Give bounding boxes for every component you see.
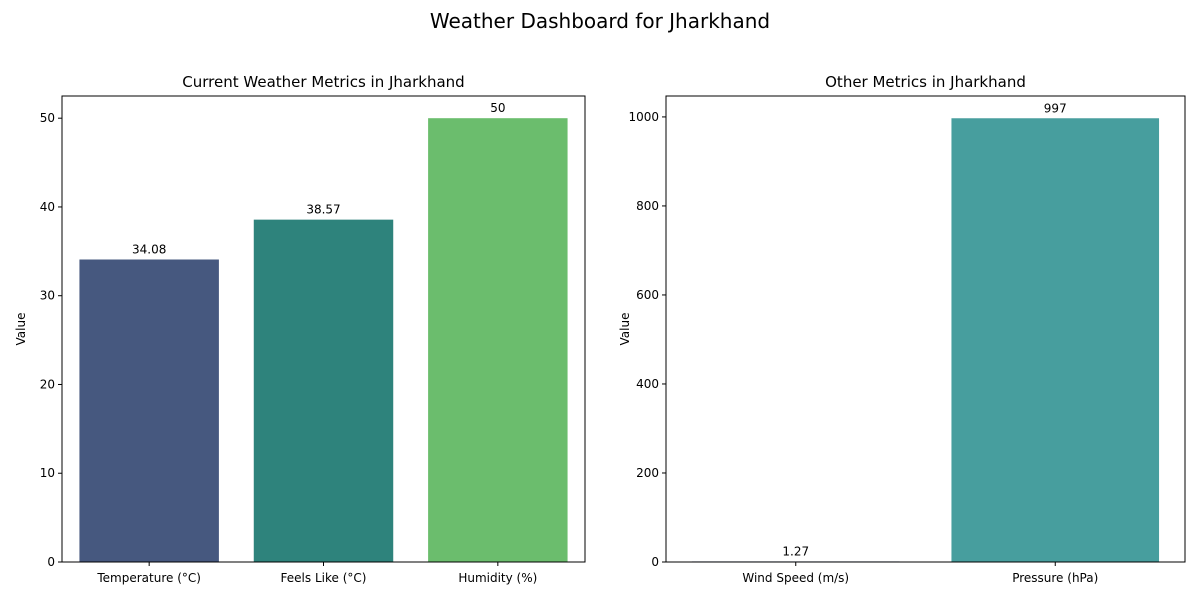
bar-pressure-hpa: [951, 118, 1160, 562]
bar-temperature-c: [79, 259, 219, 562]
x-tick-label-humidity: Humidity (%): [458, 571, 537, 585]
bar-humidity: [428, 118, 568, 562]
chart-title: Other Metrics in Jharkhand: [825, 73, 1026, 91]
y-tick-label: 400: [636, 377, 659, 391]
other-metrics-chart: 1.27 997 0 200 400 600 800 1000 Wind Speed (m/s)…: [618, 73, 1186, 585]
bar-feels-like-c: [253, 219, 394, 563]
data-label-pressure-hpa: 997: [1044, 101, 1067, 115]
y-tick-label: 200: [636, 466, 659, 480]
y-tick-label: 30: [40, 289, 55, 303]
current-weather-metrics-chart: 34.08 38.57 50 0 10 20 30 40 50 Temperature (°C) F…: [14, 73, 586, 585]
x-tick-label-pressure-hpa: Pressure (hPa): [1012, 571, 1098, 585]
x-tick-label-feels-like-c: Feels Like (°C): [281, 571, 367, 585]
y-tick-label: 800: [636, 199, 659, 213]
y-tick-label: 1000: [628, 110, 659, 124]
y-tick-label: 50: [40, 111, 55, 125]
x-tick-label-wind-speed-m-s: Wind Speed (m/s): [742, 571, 849, 585]
data-label-feels-like-c: 38.57: [306, 203, 340, 217]
y-tick-label: 20: [40, 377, 55, 391]
chart-title: Current Weather Metrics in Jharkhand: [182, 73, 464, 91]
plot-frame: [665, 95, 1186, 563]
y-tick-label: 10: [40, 466, 55, 480]
x-tick-label-temperature-c: Temperature (°C): [96, 571, 201, 585]
y-tick-label: 40: [40, 200, 55, 214]
y-tick-label: 0: [47, 555, 55, 569]
y-tick-label: 600: [636, 288, 659, 302]
data-label-temperature-c: 34.08: [132, 242, 166, 256]
figure-title: Weather Dashboard for Jharkhand: [430, 9, 770, 33]
y-axis-label: Value: [618, 313, 632, 346]
data-label-humidity: 50: [490, 101, 505, 115]
data-label-wind-speed-m-s: 1.27: [782, 544, 809, 558]
y-axis-label: Value: [14, 313, 28, 346]
y-tick-label: 0: [651, 555, 659, 569]
